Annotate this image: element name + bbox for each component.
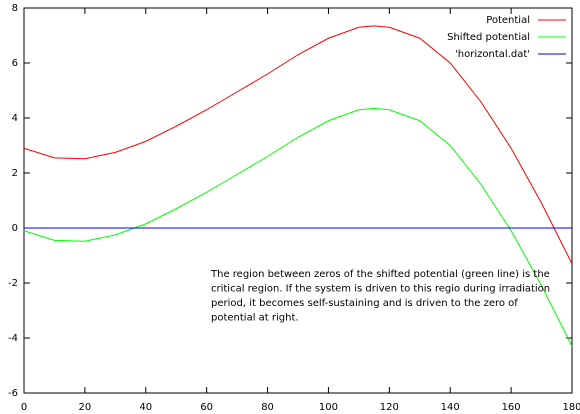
y-tick-label: -4 xyxy=(8,333,18,344)
y-tick-label: 4 xyxy=(12,113,18,124)
y-tick-label: -6 xyxy=(8,388,18,399)
y-tick-label: -2 xyxy=(8,278,18,289)
y-tick-label: 0 xyxy=(12,223,18,234)
x-tick-label: 140 xyxy=(441,402,460,413)
x-tick-label: 20 xyxy=(79,402,92,413)
annotation: The region between zeros of the shifted … xyxy=(210,269,550,280)
x-tick-label: 160 xyxy=(502,402,521,413)
annotation: critical region. If the system is driven… xyxy=(211,284,550,295)
legend-label: Shifted potential xyxy=(447,32,530,43)
annotation: period, it becomes self-sustaining and i… xyxy=(211,298,518,309)
x-tick-label: 100 xyxy=(319,402,338,413)
annotation: potential at right. xyxy=(211,313,299,324)
x-tick-label: 80 xyxy=(261,402,274,413)
x-tick-label: 40 xyxy=(139,402,152,413)
legend-label: Potential xyxy=(486,15,530,26)
x-tick-label: 0 xyxy=(21,402,27,413)
y-tick-label: 8 xyxy=(12,3,18,14)
series-line xyxy=(23,25,573,264)
y-tick-label: 6 xyxy=(12,58,18,69)
x-tick-label: 180 xyxy=(562,402,580,413)
y-tick-label: 2 xyxy=(12,168,18,179)
legend-label: 'horizontal.dat' xyxy=(455,49,530,60)
series-line xyxy=(23,107,573,347)
plot-frame xyxy=(23,7,573,394)
x-tick-label: 60 xyxy=(200,402,213,413)
x-tick-label: 120 xyxy=(380,402,399,413)
